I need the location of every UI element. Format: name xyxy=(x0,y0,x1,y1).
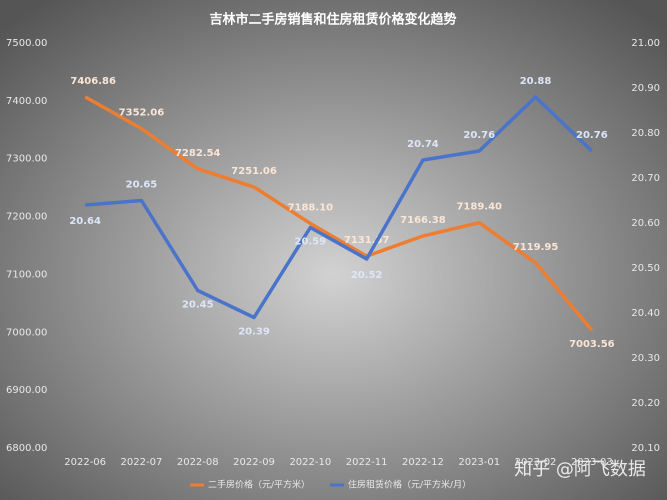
y2-tick-label: 21.00 xyxy=(631,38,660,49)
data-label: 20.52 xyxy=(351,270,383,281)
legend-label: 住房租赁价格（元/平方米/月） xyxy=(348,479,471,491)
x-tick-label: 2022-12 xyxy=(402,457,444,468)
y-tick-label: 7500.00 xyxy=(6,38,47,49)
line-series xyxy=(84,95,594,332)
data-label: 20.59 xyxy=(295,237,327,248)
data-label: 20.88 xyxy=(520,76,552,87)
x-tick-label: 2022-06 xyxy=(64,457,106,468)
y-tick-label: 7300.00 xyxy=(6,154,47,165)
data-label: 7251.06 xyxy=(231,166,277,177)
data-label: 7189.40 xyxy=(456,202,502,213)
y2-tick-label: 20.70 xyxy=(631,173,660,184)
x-tick-label: 2022-11 xyxy=(346,457,388,468)
x-tick-label: 2022-07 xyxy=(121,457,163,468)
y-tick-label: 6900.00 xyxy=(6,385,47,396)
y-tick-label: 6800.00 xyxy=(6,443,47,454)
x-tick-label: 2023-03 xyxy=(571,457,613,468)
y-tick-label: 7000.00 xyxy=(6,327,47,338)
y2-tick-label: 20.10 xyxy=(631,443,660,454)
y2-tick-label: 20.50 xyxy=(631,263,660,274)
data-label: 20.74 xyxy=(407,139,439,150)
data-label: 20.64 xyxy=(69,216,101,227)
data-label: 20.45 xyxy=(182,300,214,311)
data-label: 7352.06 xyxy=(119,108,165,119)
data-label: 7282.54 xyxy=(175,148,221,159)
legend-label: 二手房价格（元/平方米） xyxy=(208,479,310,491)
watermark: 知乎 @阿飞数据 xyxy=(514,459,646,480)
data-label: 7166.38 xyxy=(400,215,446,226)
x-tick-label: 2023-01 xyxy=(458,457,500,468)
y-tick-label: 7200.00 xyxy=(6,212,47,223)
chart-title: 吉林市二手房销售和住房租赁价格变化趋势 xyxy=(209,12,456,28)
x-tick-label: 2023-02 xyxy=(515,457,557,468)
line-series xyxy=(85,95,594,320)
data-label: 7406.86 xyxy=(70,76,116,87)
data-label: 7188.10 xyxy=(288,202,334,213)
data-label: 20.76 xyxy=(576,130,608,141)
y2-tick-label: 20.20 xyxy=(631,398,660,409)
y2-tick-label: 20.60 xyxy=(631,218,660,229)
data-label: 7119.95 xyxy=(513,242,559,253)
y2-tick-label: 20.80 xyxy=(631,128,660,139)
y2-tick-label: 20.30 xyxy=(631,353,660,364)
data-label: 20.65 xyxy=(126,180,158,191)
x-tick-label: 2022-08 xyxy=(177,457,219,468)
data-label: 7131.57 xyxy=(344,235,390,246)
data-label: 20.76 xyxy=(463,130,495,141)
y2-tick-label: 20.40 xyxy=(631,308,660,319)
data-label: 7003.56 xyxy=(569,339,615,350)
y-tick-label: 7100.00 xyxy=(6,269,47,280)
x-tick-label: 2022-09 xyxy=(233,457,275,468)
y2-tick-label: 20.90 xyxy=(631,83,660,94)
data-label: 20.39 xyxy=(238,327,270,338)
y-tick-label: 7400.00 xyxy=(6,96,47,107)
x-tick-label: 2022-10 xyxy=(289,457,331,468)
